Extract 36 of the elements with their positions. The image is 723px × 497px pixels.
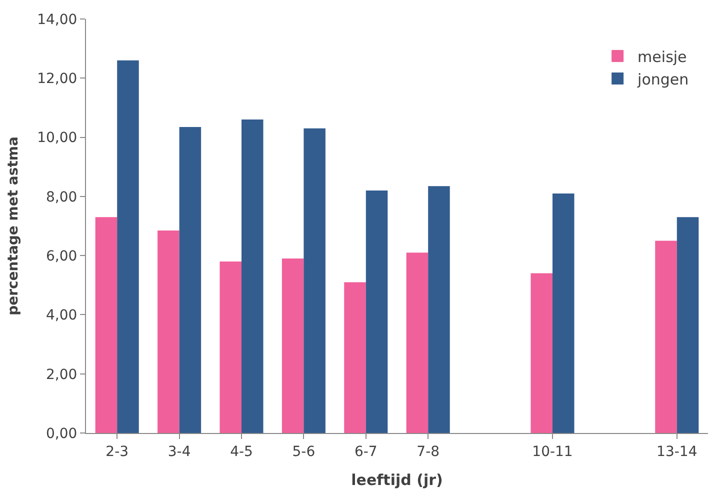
bar	[406, 252, 428, 433]
y-tick-label: 2,00	[46, 366, 78, 383]
bar	[158, 230, 180, 433]
legend-label: meisje	[638, 48, 687, 66]
bar	[95, 217, 118, 433]
x-tick-label: 7-8	[416, 444, 440, 460]
x-tick-label: 6-7	[354, 444, 378, 460]
y-tick-label: 0,00	[46, 426, 78, 442]
bar	[282, 258, 304, 433]
y-tick-label: 10,00	[37, 130, 78, 146]
x-tick-label: 3-4	[168, 444, 191, 460]
bar	[304, 128, 326, 433]
y-tick-label: 14,00	[37, 12, 78, 28]
bar	[117, 60, 139, 433]
y-axis-title: percentage met astma	[6, 136, 22, 316]
x-tick-label: 13-14	[656, 444, 698, 460]
x-tick-label: 2-3	[106, 444, 129, 460]
bar	[366, 190, 388, 433]
y-tick-label: 4,00	[46, 308, 78, 324]
y-tick-label: 8,00	[46, 189, 78, 206]
bar	[179, 126, 202, 433]
bar	[344, 282, 366, 433]
bar	[655, 240, 677, 433]
x-tick-label: 4-5	[230, 444, 253, 460]
bar	[552, 193, 574, 433]
bar	[676, 217, 699, 433]
bar	[428, 186, 450, 433]
bar	[242, 120, 264, 433]
x-tick-label: 5-6	[292, 444, 316, 460]
x-axis-title: leeftijd (jr)	[351, 470, 443, 489]
y-tick-label: 12,00	[37, 71, 78, 88]
x-tick-label: 10-11	[532, 444, 573, 460]
bar	[220, 261, 242, 433]
legend-label: jongen	[636, 70, 689, 88]
bar	[530, 273, 552, 433]
y-tick-label: 6,00	[46, 248, 78, 264]
